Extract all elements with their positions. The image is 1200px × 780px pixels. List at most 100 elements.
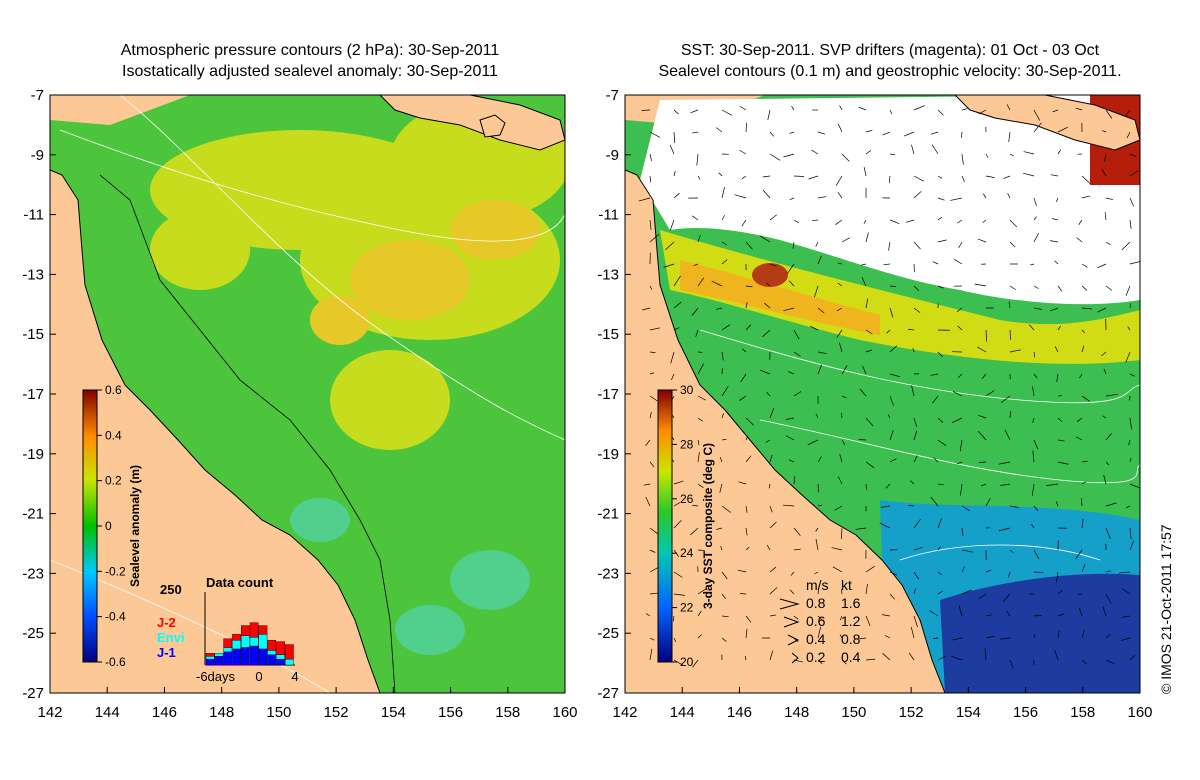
velocity-arrow <box>1033 549 1040 560</box>
velocity-arrow <box>910 626 915 639</box>
velocity-arrow <box>673 131 676 144</box>
velocity-arrow <box>1009 505 1019 508</box>
left-lon-tick-label: 150 <box>266 704 291 721</box>
velocity-arrow <box>1003 175 1011 179</box>
velocity-arrow <box>645 613 651 617</box>
velocity-arrow <box>1054 346 1059 353</box>
left-png-land <box>379 95 565 151</box>
velocity-arrow <box>745 615 752 623</box>
velocity-arrow <box>885 483 891 489</box>
velocity-arrow <box>817 615 823 621</box>
velocity-arrow <box>766 544 771 551</box>
velocity-arrow <box>1023 172 1035 177</box>
right-coastline <box>625 169 946 693</box>
velocity-arrow <box>672 615 675 622</box>
velocity-arrow <box>937 239 947 243</box>
velocity-arrow <box>932 395 939 404</box>
velocity-arrow <box>882 131 891 136</box>
velocity-arrow <box>745 505 748 513</box>
velocity-arrow <box>649 285 653 290</box>
velocity-arrow <box>974 283 987 287</box>
velocity-arrow <box>817 131 826 135</box>
velocity-arrow <box>958 605 963 617</box>
velocity-arrow <box>783 153 795 158</box>
velocity-arrow <box>832 566 843 573</box>
data-count-bar-envi <box>232 639 241 650</box>
velocity-arrow <box>887 414 891 419</box>
velocity-arrow <box>1105 109 1113 119</box>
velocity-arrow <box>961 153 964 165</box>
velocity-arrow <box>961 566 965 573</box>
velocity-arrow <box>841 659 847 665</box>
velocity-arrow <box>837 123 843 133</box>
velocity-arrow <box>769 131 775 137</box>
velocity-arrow <box>673 637 677 643</box>
velocity-arrow <box>841 237 851 243</box>
velocity-arrow <box>649 351 656 353</box>
velocity-arrow <box>841 527 843 539</box>
velocity-arrow <box>1056 197 1059 202</box>
velocity-arrow <box>961 549 974 553</box>
velocity-arrow <box>889 219 900 225</box>
velocity-arrow <box>762 189 771 199</box>
velocity-arrow <box>1031 523 1035 529</box>
right-lat-tick-label: -15 <box>597 326 619 343</box>
velocity-arrow <box>741 175 747 180</box>
data-count-x-label: 0 <box>255 669 262 684</box>
velocity-arrow <box>697 610 702 617</box>
left-lat-tick-label: -11 <box>23 207 44 224</box>
velocity-arrow <box>835 175 843 186</box>
velocity-arrow <box>937 546 941 551</box>
velocity-arrow <box>788 459 795 463</box>
velocity-legend-kt: 1.6 <box>841 595 861 611</box>
data-count-title: Data count <box>206 575 274 590</box>
colorbar-tick-label: -0.4 <box>105 610 126 624</box>
velocity-arrow <box>960 483 963 496</box>
velocity-legend: m/s kt 0.8 1.6 0.6 1.2 0.4 0.8 0.2 0.4 <box>779 577 861 665</box>
data-count-bar-envi <box>240 635 250 648</box>
left-lat-tick-label: -21 <box>22 506 44 523</box>
velocity-arrow <box>649 175 652 183</box>
velocity-arrow <box>741 219 747 227</box>
velocity-arrow <box>913 417 917 427</box>
data-count-bar-envi <box>223 647 233 653</box>
velocity-arrow <box>670 351 675 364</box>
velocity-arrow <box>811 219 819 221</box>
velocity-arrow <box>961 527 964 537</box>
velocity-arrow <box>1009 153 1014 157</box>
velocity-legend-arrow-icon <box>779 598 800 610</box>
velocity-arrow <box>1009 549 1014 553</box>
velocity-arrow <box>721 259 728 265</box>
velocity-arrow <box>859 637 867 640</box>
right-lon-tick-label: 156 <box>1013 704 1038 721</box>
velocity-arrow <box>1033 614 1042 617</box>
velocity-arrow <box>1105 633 1111 639</box>
velocity-arrow <box>692 659 699 668</box>
velocity-arrow <box>814 571 819 575</box>
velocity-arrow <box>762 175 771 178</box>
velocity-arrow <box>1129 153 1137 158</box>
colorbar-tick-label: 20 <box>680 655 694 669</box>
velocity-arrow <box>1000 483 1011 486</box>
velocity-arrow <box>815 241 819 247</box>
sst-colorbar-label: 3-day SST composite (deg C) <box>701 443 715 609</box>
velocity-arrow <box>1057 461 1069 465</box>
velocity-arrow <box>721 324 731 331</box>
velocity-arrow <box>1033 285 1039 289</box>
velocity-arrow <box>903 131 915 137</box>
velocity-arrow <box>908 505 915 507</box>
colorbar-tick-label: 22 <box>680 601 694 615</box>
velocity-arrow <box>1129 261 1140 265</box>
velocity-legend-kt: 0.4 <box>841 649 861 665</box>
sla-colorbar: 0.6 0.4 0.2 0 -0.2 -0.4 -0.6 Sealevel anomaly … <box>82 383 142 669</box>
velocity-arrow <box>1081 395 1090 402</box>
velocity-arrow <box>998 527 1011 532</box>
velocity-arrow <box>789 131 795 134</box>
velocity-arrow <box>985 614 992 617</box>
velocity-arrow <box>721 215 725 221</box>
velocity-arrow <box>766 391 771 397</box>
velocity-arrow <box>841 365 848 375</box>
data-count-bar-envi <box>249 637 259 647</box>
velocity-arrow <box>697 483 704 488</box>
velocity-arrow <box>1105 461 1110 466</box>
